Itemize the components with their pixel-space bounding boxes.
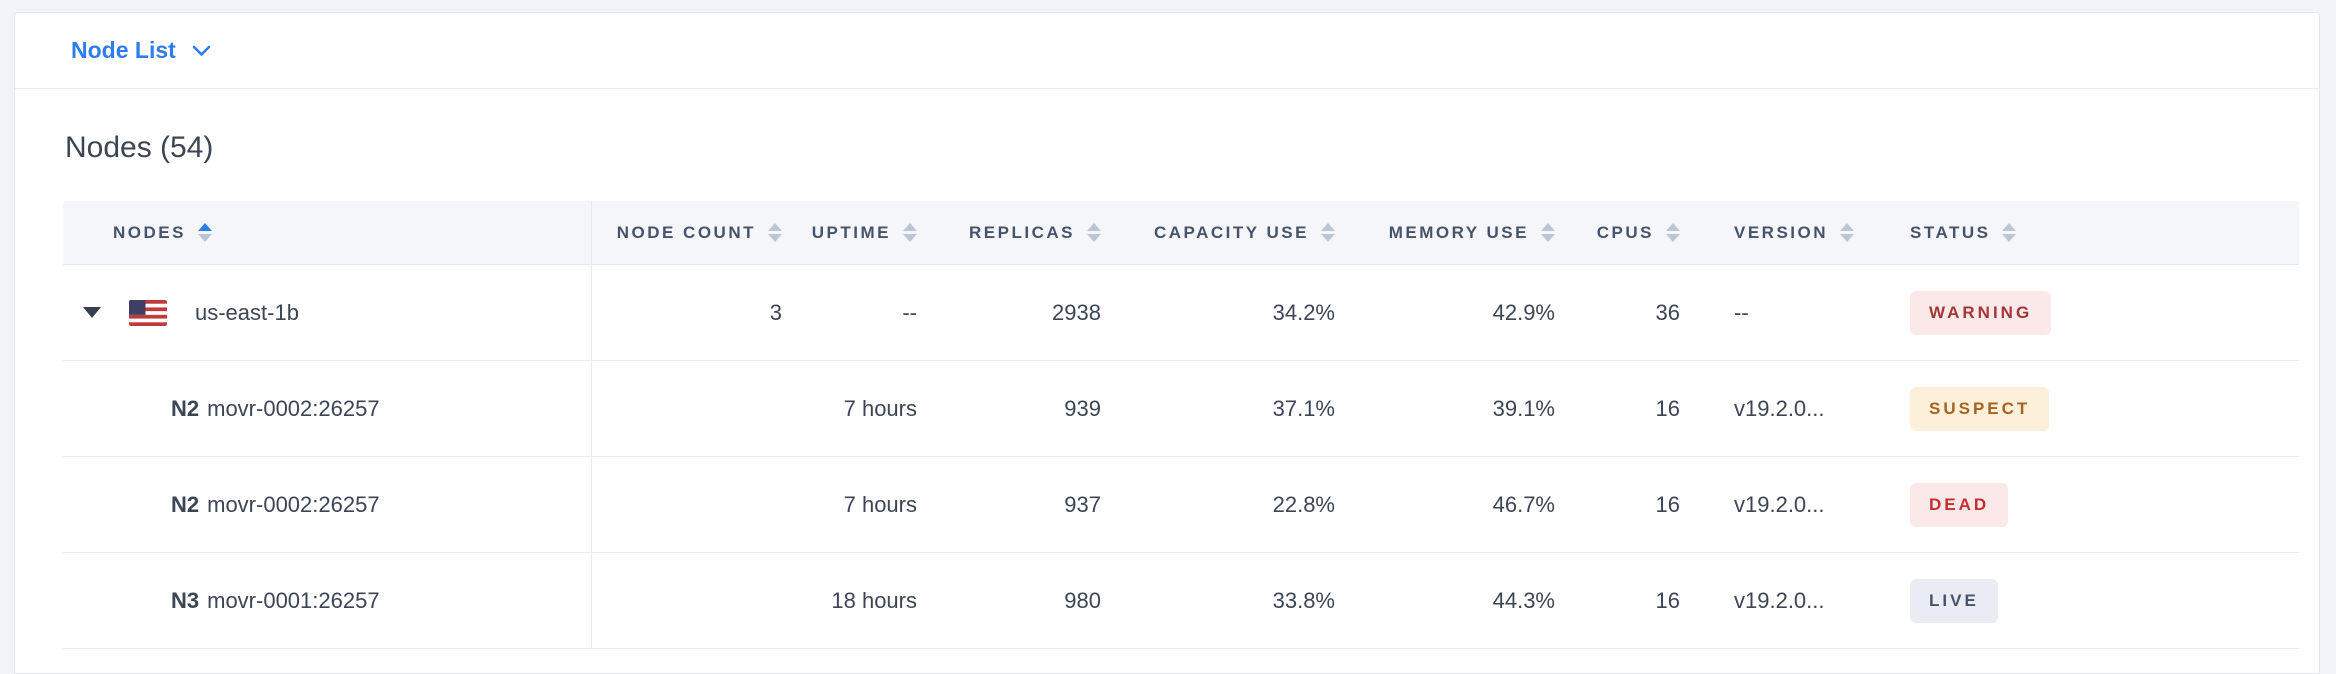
cpus-cell: 16	[1655, 395, 1680, 421]
us-flag-icon	[129, 299, 167, 326]
sort-icon	[903, 223, 917, 242]
chevron-down-icon	[192, 45, 211, 56]
memory-use-cell: 44.3%	[1492, 587, 1555, 613]
node-address: movr-0002:26257	[207, 491, 380, 517]
status-badge: DEAD	[1910, 482, 2009, 527]
column-header-uptime[interactable]: UPTIME	[802, 201, 937, 264]
status-cell: WARNING	[1880, 265, 2299, 360]
status-cell: SUSPECT	[1880, 361, 2299, 456]
table-row-node[interactable]: N2 movr-0002:26257 7 hours 939 37.1% 39.…	[63, 361, 2299, 457]
column-header-replicas[interactable]: REPLICAS	[937, 201, 1121, 264]
sort-icon	[1840, 223, 1855, 242]
table-row-node[interactable]: N2 movr-0002:26257 7 hours 937 22.8% 46.…	[63, 457, 2299, 553]
sort-icon	[1666, 223, 1680, 242]
node-count-cell	[592, 553, 802, 648]
column-header-cpus[interactable]: CPUS	[1575, 201, 1700, 264]
column-header-node-count[interactable]: NODE COUNT	[592, 201, 802, 264]
status-badge: WARNING	[1910, 290, 2052, 335]
column-header-nodes[interactable]: NODES	[63, 201, 592, 264]
region-name: us-east-1b	[195, 299, 299, 325]
table-header-row: NODES NODE COUNT UPTIME REPLICAS CAPACIT…	[63, 201, 2299, 265]
cpus-cell: 16	[1655, 491, 1680, 517]
sort-icon	[2002, 223, 2017, 242]
table-row-region[interactable]: us-east-1b 3 -- 2938 34.2% 42.9% 36 -- W…	[63, 265, 2299, 361]
region-cell: us-east-1b	[63, 265, 592, 360]
table-row-node[interactable]: N3 movr-0001:26257 18 hours 980 33.8% 44…	[63, 553, 2299, 649]
sort-icon	[197, 223, 212, 242]
node-address: movr-0002:26257	[207, 395, 380, 421]
version-cell: --	[1734, 299, 1749, 325]
collapse-caret-icon[interactable]	[83, 307, 101, 318]
capacity-use-cell: 33.8%	[1272, 587, 1335, 613]
capacity-use-cell: 37.1%	[1272, 395, 1335, 421]
node-name-cell: N3 movr-0001:26257	[63, 553, 592, 648]
uptime-cell: 7 hours	[843, 491, 917, 517]
status-cell: DEAD	[1880, 457, 2299, 552]
node-id: N2	[171, 491, 200, 517]
column-header-status[interactable]: STATUS	[1880, 201, 2299, 264]
node-count-cell: 3	[769, 299, 782, 325]
capacity-use-cell: 22.8%	[1272, 491, 1335, 517]
capacity-use-cell: 34.2%	[1272, 299, 1335, 325]
sort-icon	[1087, 223, 1101, 242]
version-cell: v19.2.0...	[1734, 491, 1825, 517]
node-list-card: Node List Nodes (54) NODES NODE COUNT UP…	[14, 12, 2320, 674]
memory-use-cell: 46.7%	[1492, 491, 1555, 517]
cpus-cell: 16	[1655, 587, 1680, 613]
status-badge: SUSPECT	[1910, 386, 2050, 431]
status-cell: LIVE	[1880, 553, 2299, 648]
replicas-cell: 939	[1064, 395, 1101, 421]
node-address: movr-0001:26257	[207, 587, 380, 613]
replicas-cell: 2938	[1052, 299, 1101, 325]
memory-use-cell: 39.1%	[1492, 395, 1555, 421]
node-count-cell	[592, 361, 802, 456]
status-badge: LIVE	[1910, 578, 1998, 623]
node-name-cell: N2 movr-0002:26257	[63, 361, 592, 456]
uptime-cell: 7 hours	[843, 395, 917, 421]
column-header-version[interactable]: VERSION	[1700, 201, 1880, 264]
page-title: Nodes (54)	[65, 131, 214, 164]
uptime-cell: --	[902, 299, 917, 325]
node-count-cell	[592, 457, 802, 552]
view-selector[interactable]: Node List	[71, 37, 211, 64]
node-id: N2	[171, 395, 200, 421]
topbar: Node List	[15, 13, 2319, 89]
nodes-table: NODES NODE COUNT UPTIME REPLICAS CAPACIT…	[63, 201, 2299, 649]
replicas-cell: 980	[1064, 587, 1101, 613]
node-id: N3	[171, 587, 200, 613]
cpus-cell: 36	[1655, 299, 1680, 325]
column-header-memory-use[interactable]: MEMORY USE	[1355, 201, 1575, 264]
version-cell: v19.2.0...	[1734, 587, 1825, 613]
column-header-capacity-use[interactable]: CAPACITY USE	[1121, 201, 1355, 264]
sort-icon	[1541, 223, 1555, 242]
version-cell: v19.2.0...	[1734, 395, 1825, 421]
sort-icon	[1321, 223, 1335, 242]
replicas-cell: 937	[1064, 491, 1101, 517]
node-name-cell: N2 movr-0002:26257	[63, 457, 592, 552]
sort-icon	[768, 223, 782, 242]
uptime-cell: 18 hours	[831, 587, 917, 613]
view-selector-label: Node List	[71, 37, 176, 63]
memory-use-cell: 42.9%	[1492, 299, 1555, 325]
